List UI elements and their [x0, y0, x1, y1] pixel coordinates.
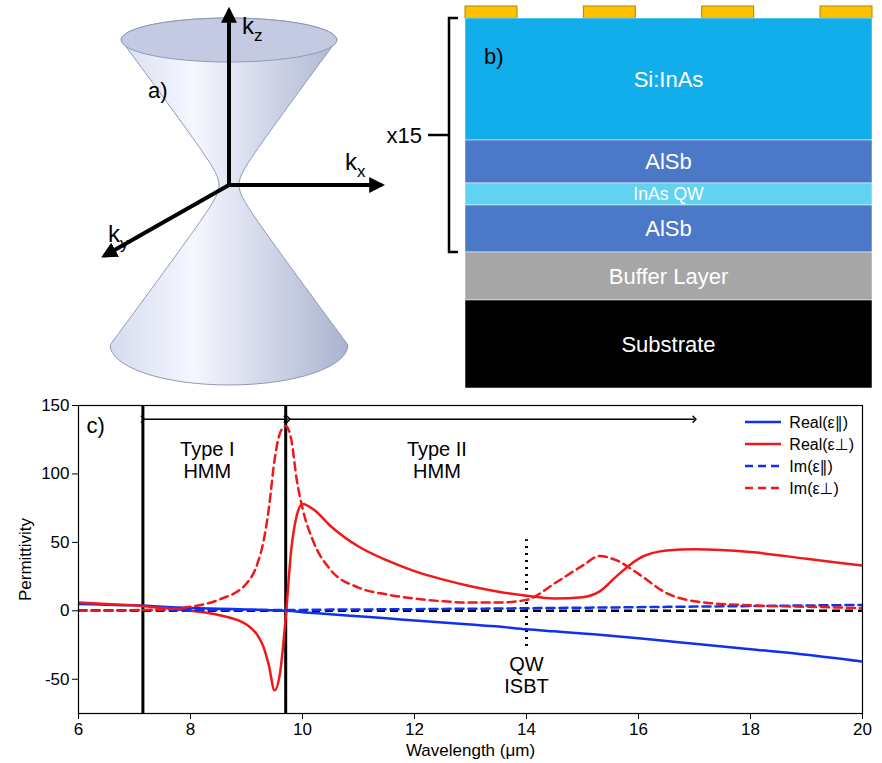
svg-text:Buffer Layer: Buffer Layer: [609, 264, 728, 289]
svg-text:Substrate: Substrate: [621, 332, 715, 357]
svg-text:100: 100: [41, 464, 69, 483]
svg-text:a): a): [148, 78, 168, 103]
svg-text:AlSb: AlSb: [645, 149, 691, 174]
svg-text:AlSb: AlSb: [645, 216, 691, 241]
svg-text:16: 16: [629, 720, 648, 739]
svg-text:QWISBT: QWISBT: [504, 653, 548, 697]
svg-text:x15: x15: [387, 123, 422, 148]
html-text:Im(ε∥): Im(ε∥): [789, 457, 833, 475]
svg-text:c): c): [87, 413, 105, 438]
svg-text:10: 10: [293, 720, 312, 739]
svg-text:0: 0: [60, 601, 69, 620]
svg-text:InAs QW: InAs QW: [633, 184, 704, 204]
svg-text:Permittivity: Permittivity: [16, 517, 35, 601]
svg-text:18: 18: [741, 720, 760, 739]
svg-text:kx: kx: [345, 148, 366, 181]
svg-text:6: 6: [74, 720, 83, 739]
svg-text:-50: -50: [45, 670, 70, 689]
svg-text:Si:InAs: Si:InAs: [634, 67, 704, 92]
svg-text:20: 20: [853, 720, 872, 739]
svg-text:14: 14: [517, 720, 536, 739]
svg-text:12: 12: [405, 720, 424, 739]
svg-text:ky: ky: [108, 220, 129, 253]
svg-text:150: 150: [41, 396, 69, 415]
svg-text:Wavelength (μm): Wavelength (μm): [406, 741, 535, 760]
svg-text:Type IIHMM: Type IIHMM: [407, 438, 467, 482]
svg-text:Type IHMM: Type IHMM: [180, 438, 234, 482]
html-text:Im(ε⊥): Im(ε⊥): [789, 479, 839, 497]
html-text:Real(ε⊥): Real(ε⊥): [789, 435, 854, 453]
svg-text:50: 50: [51, 533, 70, 552]
svg-text:8: 8: [186, 720, 195, 739]
svg-text:kz: kz: [242, 12, 263, 45]
html-text:Real(ε∥): Real(ε∥): [789, 413, 849, 431]
svg-text:b): b): [484, 44, 504, 69]
